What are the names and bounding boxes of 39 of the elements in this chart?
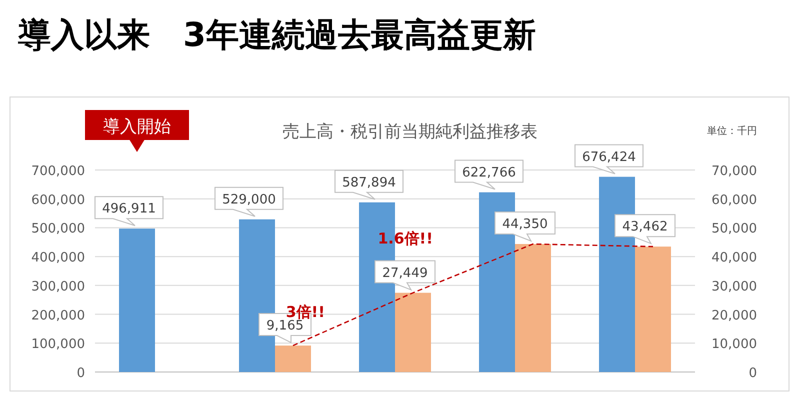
callout: 676,424 bbox=[574, 144, 644, 174]
y2-tick-label: 0 bbox=[748, 366, 757, 381]
callout: 529,000 bbox=[214, 186, 284, 217]
y-tick-label: 100,000 bbox=[31, 337, 85, 352]
data-label: 496,911 bbox=[102, 202, 156, 217]
y-tick-label: 0 bbox=[76, 366, 85, 381]
y-tick-label: 600,000 bbox=[31, 192, 85, 208]
y-tick-label: 500,000 bbox=[31, 222, 85, 237]
y2-tick-label: 60,000 bbox=[712, 192, 757, 208]
data-label: 529,000 bbox=[222, 192, 276, 208]
data-label: 676,424 bbox=[582, 150, 636, 165]
y-tick-label: 300,000 bbox=[31, 279, 85, 294]
y2-tick-label: 40,000 bbox=[712, 250, 757, 266]
callout: 43,462 bbox=[614, 214, 676, 245]
data-label: 27,449 bbox=[382, 266, 428, 281]
y2-tick-label: 10,000 bbox=[712, 337, 757, 352]
callout: 496,911 bbox=[94, 196, 164, 226]
callout-start: 導入開始 bbox=[85, 110, 189, 152]
callout: 587,894 bbox=[334, 170, 404, 200]
subtitle: 売上高・税引前当期純利益推移表 bbox=[282, 122, 538, 142]
data-label: 43,462 bbox=[622, 220, 668, 235]
callout: 27,449 bbox=[374, 260, 436, 291]
y2-tick-label: 20,000 bbox=[712, 308, 757, 324]
data-label: 622,766 bbox=[462, 165, 516, 180]
text: 単位：千円 bbox=[707, 125, 757, 137]
title: 導入以来 3年連続過去最高益更新 bbox=[18, 15, 536, 54]
y2-tick-label: 70,000 bbox=[712, 164, 757, 179]
y-tick-label: 200,000 bbox=[31, 308, 85, 324]
y2-tick-label: 50,000 bbox=[712, 222, 757, 237]
data-label: 9,165 bbox=[266, 318, 304, 334]
bar bbox=[275, 346, 311, 372]
data-label: 587,894 bbox=[342, 175, 396, 190]
y2-tick-label: 30,000 bbox=[712, 279, 757, 294]
callout: 44,350 bbox=[494, 212, 556, 242]
bar bbox=[119, 228, 155, 372]
y-tick-label: 700,000 bbox=[31, 164, 85, 179]
callout: 622,766 bbox=[454, 160, 524, 190]
data-label: 44,350 bbox=[502, 217, 548, 232]
y-tick-label: 400,000 bbox=[31, 250, 85, 266]
